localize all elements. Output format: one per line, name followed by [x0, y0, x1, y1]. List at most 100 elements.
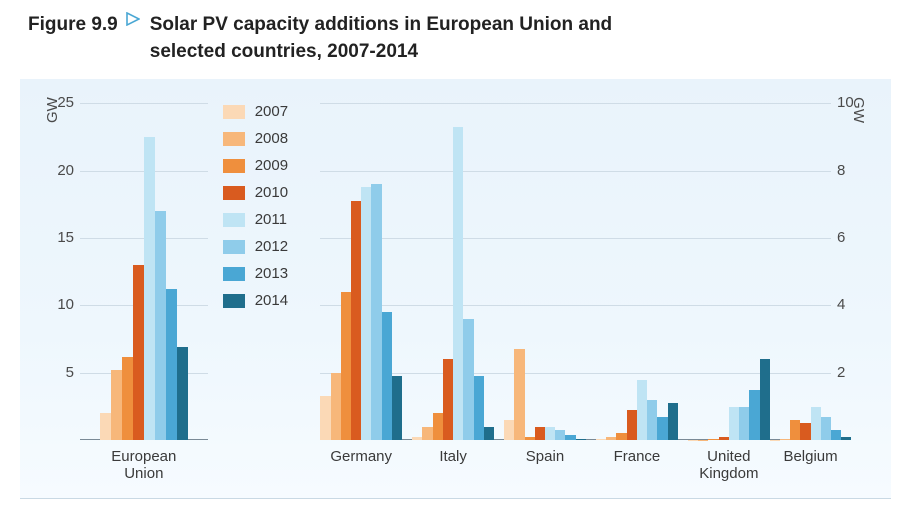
bar — [637, 380, 647, 441]
bar-group: Belgium — [770, 103, 852, 440]
bars — [596, 103, 678, 440]
bar — [504, 420, 514, 440]
legend-label: 2008 — [255, 130, 288, 147]
plot-area: 510152025GWEuropeanUnion 246810GWGermanyI… — [80, 103, 831, 440]
bar — [100, 413, 111, 440]
bar — [800, 423, 810, 440]
legend-label: 2013 — [255, 265, 288, 282]
bar — [749, 390, 759, 441]
left-grid-region: 510152025GWEuropeanUnion — [80, 103, 208, 440]
bar — [811, 407, 821, 441]
bar — [155, 211, 166, 440]
bar — [382, 312, 392, 440]
bar — [111, 370, 122, 440]
bar — [422, 427, 432, 440]
chart-card: 510152025GWEuropeanUnion 246810GWGermanyI… — [20, 79, 891, 499]
bar — [668, 403, 678, 440]
bars — [770, 103, 852, 440]
bar-group: Germany — [320, 103, 402, 440]
bar — [657, 417, 667, 441]
bar — [790, 420, 800, 440]
bar — [392, 376, 402, 440]
legend-swatch — [223, 267, 245, 281]
bar — [484, 427, 494, 440]
figure-title-line2: selected countries, 2007-2014 — [150, 41, 418, 62]
legend-swatch — [223, 240, 245, 254]
legend-label: 2012 — [255, 238, 288, 255]
legend-swatch — [223, 213, 245, 227]
bar-group: UnitedKingdom — [688, 103, 770, 440]
legend-item: 2012 — [223, 238, 288, 255]
bar — [616, 433, 626, 440]
y-tick-left: 15 — [24, 229, 74, 246]
legend-item: 2007 — [223, 103, 288, 120]
y-tick-left: 10 — [24, 296, 74, 313]
bar — [535, 427, 545, 440]
bar — [133, 265, 144, 440]
bar — [739, 407, 749, 441]
bar — [463, 319, 473, 440]
legend-swatch — [223, 159, 245, 173]
legend-swatch — [223, 132, 245, 146]
bars — [93, 103, 195, 440]
bar — [514, 349, 524, 440]
bar — [474, 376, 484, 440]
bar — [351, 201, 361, 440]
bar — [831, 430, 841, 440]
bar-group: France — [596, 103, 678, 440]
bar — [545, 427, 555, 440]
legend-label: 2010 — [255, 184, 288, 201]
y-tick-left: 5 — [24, 364, 74, 381]
y-tick-left: 20 — [24, 162, 74, 179]
figure-title: Solar PV capacity additions in European … — [150, 12, 612, 65]
legend-swatch — [223, 294, 245, 308]
bar — [647, 400, 657, 440]
legend-swatch — [223, 105, 245, 119]
figure-title-row: Figure 9.9 Solar PV capacity additions i… — [0, 12, 911, 65]
y-axis-label-left: GW — [44, 97, 61, 123]
figure-wrapper: Figure 9.9 Solar PV capacity additions i… — [0, 0, 911, 518]
bar — [443, 359, 453, 440]
figure-label: Figure 9.9 — [28, 12, 118, 39]
legend-item: 2009 — [223, 157, 288, 174]
legend-label: 2011 — [255, 211, 287, 228]
bar — [433, 413, 443, 440]
legend-item: 2008 — [223, 130, 288, 147]
bar-group: EuropeanUnion — [93, 103, 195, 440]
bar — [760, 359, 770, 440]
figure-title-line1: Solar PV capacity additions in European … — [150, 14, 612, 35]
y-axis-label-right: GW — [850, 97, 867, 123]
bar — [821, 417, 831, 441]
bar-group: Italy — [412, 103, 494, 440]
bar — [555, 430, 565, 440]
legend-label: 2009 — [255, 157, 288, 174]
bar — [341, 292, 351, 440]
bar — [122, 357, 133, 441]
x-label: EuropeanUnion — [73, 440, 215, 483]
bars — [320, 103, 402, 440]
legend-swatch — [223, 186, 245, 200]
legend-item: 2014 — [223, 292, 288, 309]
x-label: Belgium — [750, 440, 872, 465]
bar — [144, 137, 155, 440]
bar — [453, 127, 463, 440]
legend-item: 2013 — [223, 265, 288, 282]
right-grid-region: 246810GWGermanyItalySpainFranceUnitedKin… — [320, 103, 831, 440]
bar — [371, 184, 381, 440]
legend: 2007 2008 2009 2010 2011 2012 2013 2014 — [223, 103, 288, 309]
bar — [320, 396, 330, 440]
bar — [627, 410, 637, 440]
bars — [412, 103, 494, 440]
bar-group: Spain — [504, 103, 586, 440]
bar — [166, 289, 177, 440]
bar — [729, 407, 739, 441]
legend-item: 2011 — [223, 211, 288, 228]
bar — [361, 187, 371, 440]
bars — [504, 103, 586, 440]
triangle-icon — [126, 12, 140, 26]
legend-item: 2010 — [223, 184, 288, 201]
bar — [331, 373, 341, 440]
legend-label: 2014 — [255, 292, 288, 309]
legend-label: 2007 — [255, 103, 288, 120]
bars — [688, 103, 770, 440]
